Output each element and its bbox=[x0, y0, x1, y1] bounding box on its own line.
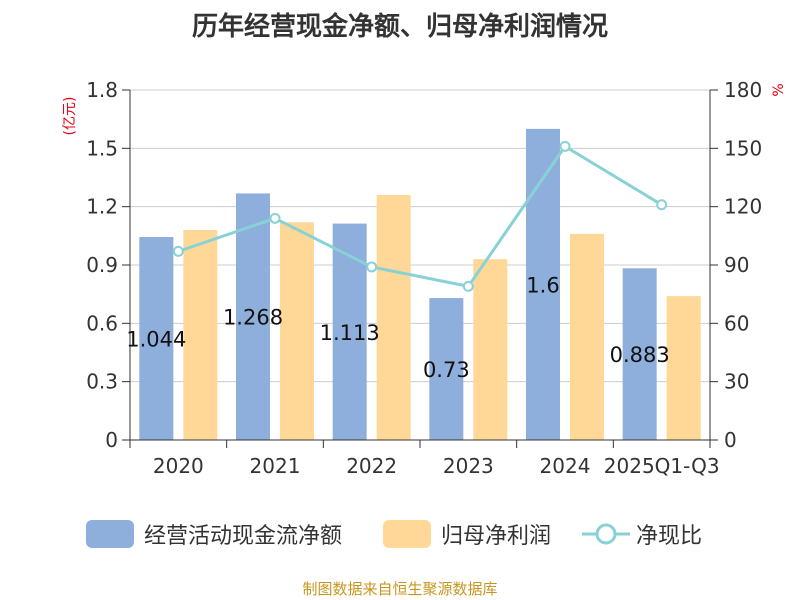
data-label-cashflow: 1.268 bbox=[223, 306, 283, 330]
data-label-cashflow: 1.6 bbox=[526, 273, 559, 297]
bar-cashflow[interactable] bbox=[429, 298, 464, 440]
left-tick-label: 0 bbox=[105, 428, 118, 452]
bar-cashflow[interactable] bbox=[139, 237, 174, 440]
data-label-cashflow: 0.883 bbox=[610, 343, 670, 367]
left-tick-label: 0.3 bbox=[86, 370, 118, 394]
legend-item-cashflow[interactable]: 经营活动现金流净额 bbox=[86, 512, 342, 556]
legend-swatch-cashflow bbox=[86, 520, 134, 548]
bar-profit[interactable] bbox=[666, 296, 701, 440]
bar-profit[interactable] bbox=[376, 195, 411, 440]
ratio-point[interactable] bbox=[172, 245, 184, 257]
source-note: 制图数据来自恒生聚源数据库 bbox=[302, 580, 498, 598]
left-tick-label: 0.6 bbox=[86, 311, 118, 335]
data-label-cashflow: 0.73 bbox=[423, 358, 470, 382]
bars bbox=[139, 128, 701, 440]
data-label-cashflow: 1.044 bbox=[126, 328, 186, 352]
x-tick-label: 2020 bbox=[153, 454, 204, 478]
bar-cashflow[interactable] bbox=[622, 268, 657, 440]
axes: 0 0 0.3 30 0.6 60 0.9 90 1.2 120 1.5 150 1.8 180 (亿元)%… bbox=[62, 78, 787, 478]
x-tick-label: 2025Q1-Q3 bbox=[604, 454, 720, 478]
legend-swatch-profit bbox=[383, 520, 431, 548]
x-tick-label: 2024 bbox=[540, 454, 591, 478]
right-tick-label: 90 bbox=[724, 253, 749, 277]
left-tick-label: 1.5 bbox=[86, 136, 118, 160]
bar-profit[interactable] bbox=[280, 222, 314, 440]
legend-label-ratio: 净现比 bbox=[636, 524, 703, 549]
ratio-point[interactable] bbox=[462, 280, 474, 292]
legend-item-ratio[interactable]: 净现比 bbox=[582, 512, 702, 556]
legend-label-cashflow: 经营活动现金流净额 bbox=[144, 524, 343, 549]
bar-cashflow[interactable] bbox=[332, 223, 367, 440]
right-tick-label: 120 bbox=[724, 195, 762, 219]
x-tick-label: 2022 bbox=[346, 454, 397, 478]
ratio-point[interactable] bbox=[269, 212, 281, 224]
legend-swatch-ratio bbox=[582, 520, 630, 548]
right-tick-label: 0 bbox=[724, 428, 737, 452]
chart-plot: 0 0 0.3 30 0.6 60 0.9 90 1.2 120 1.5 150 1.8 180 (亿元)%… bbox=[62, 78, 787, 478]
ratio-point[interactable] bbox=[559, 140, 571, 152]
legend: 经营活动现金流净额 归母净利润 净现比 bbox=[0, 512, 800, 556]
left-tick-label: 0.9 bbox=[86, 253, 118, 277]
x-tick-label: 2021 bbox=[250, 454, 301, 478]
bar-profit[interactable] bbox=[183, 230, 218, 440]
chart-title: 历年经营现金净额、归母净利润情况 bbox=[191, 12, 608, 42]
right-tick-label: 30 bbox=[724, 370, 749, 394]
grid-lines bbox=[130, 89, 710, 383]
left-tick-label: 1.8 bbox=[86, 78, 118, 102]
right-tick-label: 180 bbox=[724, 78, 762, 102]
bar-profit[interactable] bbox=[570, 233, 604, 440]
legend-label-profit: 归母净利润 bbox=[441, 524, 552, 549]
bar-cashflow[interactable] bbox=[236, 193, 270, 440]
data-labels: 1.044 1.268 1.113 0.73 1.6 0.883 bbox=[126, 273, 669, 382]
ratio-point[interactable] bbox=[366, 261, 378, 273]
right-tick-label: 150 bbox=[724, 136, 762, 160]
legend-item-profit[interactable]: 归母净利润 bbox=[383, 512, 551, 556]
left-tick-label: 1.2 bbox=[86, 195, 118, 219]
right-unit-label: % bbox=[771, 83, 787, 96]
left-unit-label: (亿元) bbox=[62, 97, 78, 136]
ratio-point[interactable] bbox=[656, 199, 668, 211]
ratio-line-path bbox=[177, 144, 663, 289]
x-tick-label: 2023 bbox=[443, 454, 494, 478]
right-tick-label: 60 bbox=[724, 311, 749, 335]
bar-profit[interactable] bbox=[473, 259, 508, 440]
data-label-cashflow: 1.113 bbox=[320, 321, 380, 345]
ratio-line bbox=[172, 140, 668, 292]
